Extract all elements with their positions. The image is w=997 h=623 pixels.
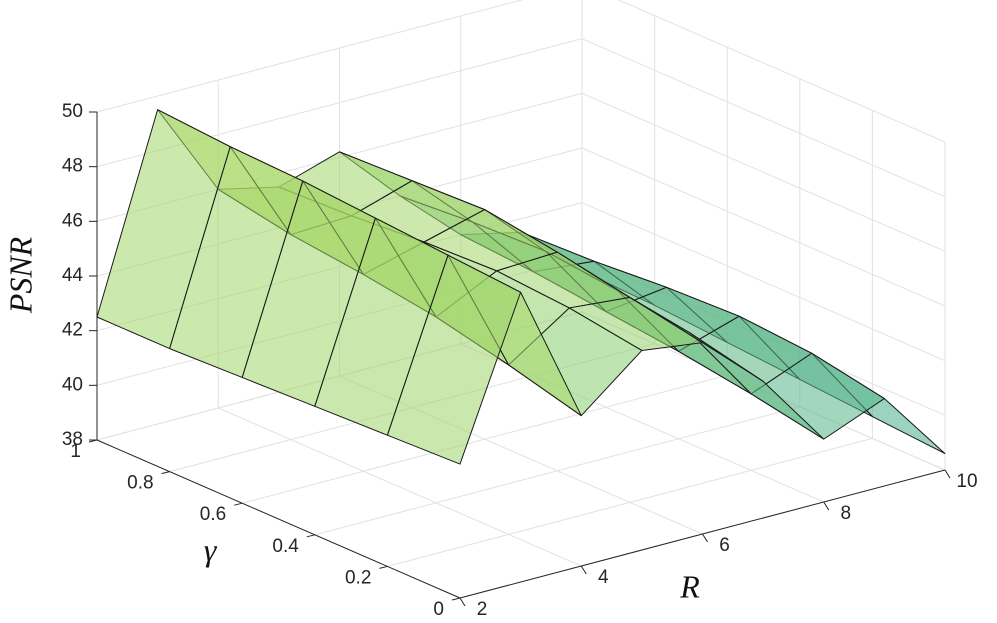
x-axis-label: R	[679, 568, 700, 604]
x-tick	[702, 533, 708, 543]
x-tick-label: 10	[956, 471, 977, 492]
z-tick-label: 48	[62, 156, 83, 177]
y-tick-label: 0.6	[200, 504, 226, 525]
x-tick-label: 4	[598, 567, 609, 588]
y-tick-label: 0.2	[345, 567, 371, 588]
grid-line	[314, 406, 800, 536]
grid-line	[581, 202, 946, 362]
x-tick	[823, 501, 830, 511]
grid-line	[581, 38, 946, 198]
z-tick-label: 44	[62, 265, 84, 286]
y-tick	[379, 565, 388, 569]
x-tick-label: 8	[840, 503, 851, 524]
y-tick-label: 1	[70, 441, 81, 462]
x-tick-label: 2	[477, 599, 488, 620]
grid-line	[617, 0, 946, 143]
z-tick-label: 38	[62, 429, 83, 450]
y-tick-label: 0	[433, 599, 444, 620]
grid-line	[581, 147, 946, 307]
z-tick-label: 50	[62, 101, 83, 122]
grid-line	[242, 374, 728, 504]
y-tick	[451, 597, 461, 601]
y-axis-label: γ	[204, 531, 218, 567]
z-axis-label: PSNR	[2, 236, 38, 314]
x-tick	[580, 565, 587, 575]
x-tick	[459, 597, 466, 607]
grid-line	[218, 407, 582, 567]
grid-line	[581, 92, 946, 252]
x-tick	[944, 469, 951, 479]
z-tick-label: 46	[62, 210, 83, 231]
y-tick	[306, 534, 315, 538]
z-tick-label: 40	[62, 374, 83, 395]
y-tick	[234, 502, 243, 506]
grid-line	[96, 0, 524, 113]
x-tick-label: 6	[719, 535, 730, 556]
y-axis	[96, 439, 461, 599]
y-tick-label: 0.4	[272, 536, 299, 557]
grid-line	[387, 437, 873, 567]
x-axis	[459, 469, 946, 599]
y-tick	[161, 471, 170, 475]
y-tick-label: 0.8	[127, 473, 153, 494]
z-tick-label: 42	[62, 320, 83, 341]
surface-face	[386, 254, 522, 465]
